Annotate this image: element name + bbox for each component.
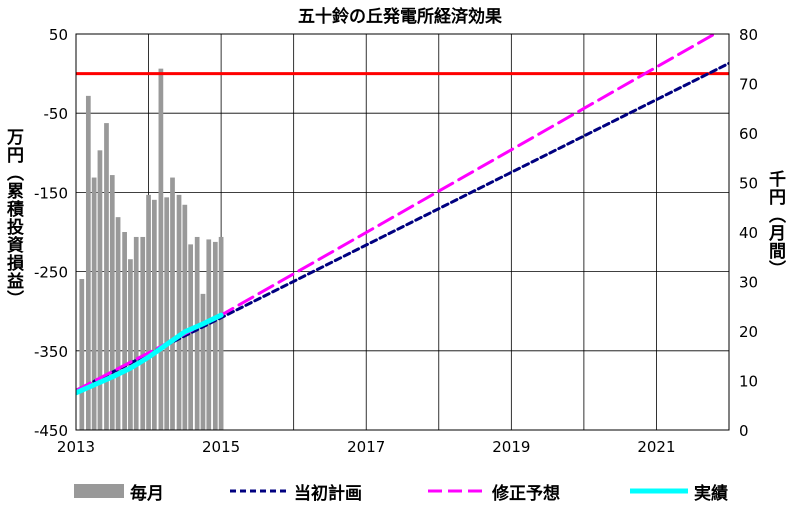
left-tick-label: -50: [44, 105, 69, 123]
bar-monthly: [164, 197, 170, 430]
bar-monthly: [91, 177, 97, 430]
legend-item-monthly: 毎月: [74, 478, 164, 504]
bar-monthly: [152, 199, 157, 430]
bar-series-monthly: [79, 68, 224, 431]
x-tick-label: 2015: [202, 438, 240, 456]
left-axis-label: 万円（累積投資損益）: [3, 128, 23, 308]
bar-monthly: [158, 68, 164, 431]
left-tick-label: -250: [34, 264, 68, 282]
bar-monthly: [79, 279, 85, 430]
x-tick-label: 2017: [347, 438, 385, 456]
legend-swatch-monthly: [74, 484, 124, 498]
right-tick-label: 20: [739, 323, 758, 341]
plot-frame: [75, 33, 730, 431]
right-tick-label: 80: [739, 26, 758, 44]
legend-label-revised: 修正予想: [492, 483, 560, 504]
right-tick-label: 0: [739, 422, 749, 440]
legend-item-revised: 修正予想: [428, 478, 560, 504]
legend: 毎月 当初計画 修正予想 実績: [72, 478, 792, 504]
actual-line: [76, 312, 224, 396]
bar-monthly: [200, 293, 206, 430]
left-tick-label: -350: [34, 343, 68, 361]
right-tick-label: 50: [739, 175, 758, 193]
x-tick-label: 2019: [492, 438, 530, 456]
bar-monthly: [218, 236, 224, 430]
bar-monthly: [212, 241, 218, 430]
legend-label-plan: 当初計画: [294, 483, 362, 504]
bar-monthly: [176, 194, 182, 430]
left-tick-label: -450: [34, 422, 68, 440]
left-tick-label: -150: [34, 184, 68, 202]
bar-monthly: [128, 259, 133, 430]
plan-line: [76, 61, 729, 392]
bar-monthly: [182, 204, 188, 430]
bar-monthly: [97, 150, 103, 430]
bar-monthly: [146, 194, 151, 430]
bar-monthly: [115, 217, 121, 430]
legend-swatch-plan: [230, 489, 288, 493]
bar-monthly: [140, 236, 146, 430]
legend-label-actual: 実績: [694, 483, 728, 504]
bar-monthly: [194, 236, 200, 430]
bar-monthly: [122, 232, 127, 430]
bar-monthly: [109, 175, 115, 430]
bar-monthly: [206, 239, 212, 430]
chart-title: 五十鈴の丘発電所経済効果: [298, 6, 502, 27]
legend-item-actual: 実績: [630, 478, 728, 504]
bar-monthly: [170, 177, 175, 430]
legend-item-plan: 当初計画: [230, 478, 362, 504]
right-tick-label: 40: [739, 224, 758, 242]
line-series-group: [76, 34, 729, 396]
legend-swatch-actual: [630, 488, 688, 494]
left-tick-label: 50: [49, 26, 68, 44]
right-axis-ticks: 80 70 60 50 40 30 20 10 0: [739, 26, 758, 440]
legend-swatch-revised: [428, 489, 486, 493]
x-tick-label: 2021: [637, 438, 675, 456]
x-axis-ticks: 2013 2015 2017 2019 2021: [57, 438, 676, 456]
bar-monthly: [104, 123, 109, 430]
right-tick-label: 10: [739, 373, 758, 391]
left-axis-ticks: 50 -50 -150 -250 -350 -450: [34, 26, 68, 440]
legend-label-monthly: 毎月: [130, 483, 164, 504]
bar-monthly: [85, 95, 91, 430]
right-axis-label: 千円（月間）: [765, 170, 785, 278]
right-tick-label: 70: [739, 76, 758, 94]
right-tick-label: 30: [739, 274, 758, 292]
bar-monthly: [133, 236, 139, 430]
bar-monthly: [188, 244, 193, 430]
right-tick-label: 60: [739, 125, 758, 143]
x-tick-label: 2013: [57, 438, 95, 456]
